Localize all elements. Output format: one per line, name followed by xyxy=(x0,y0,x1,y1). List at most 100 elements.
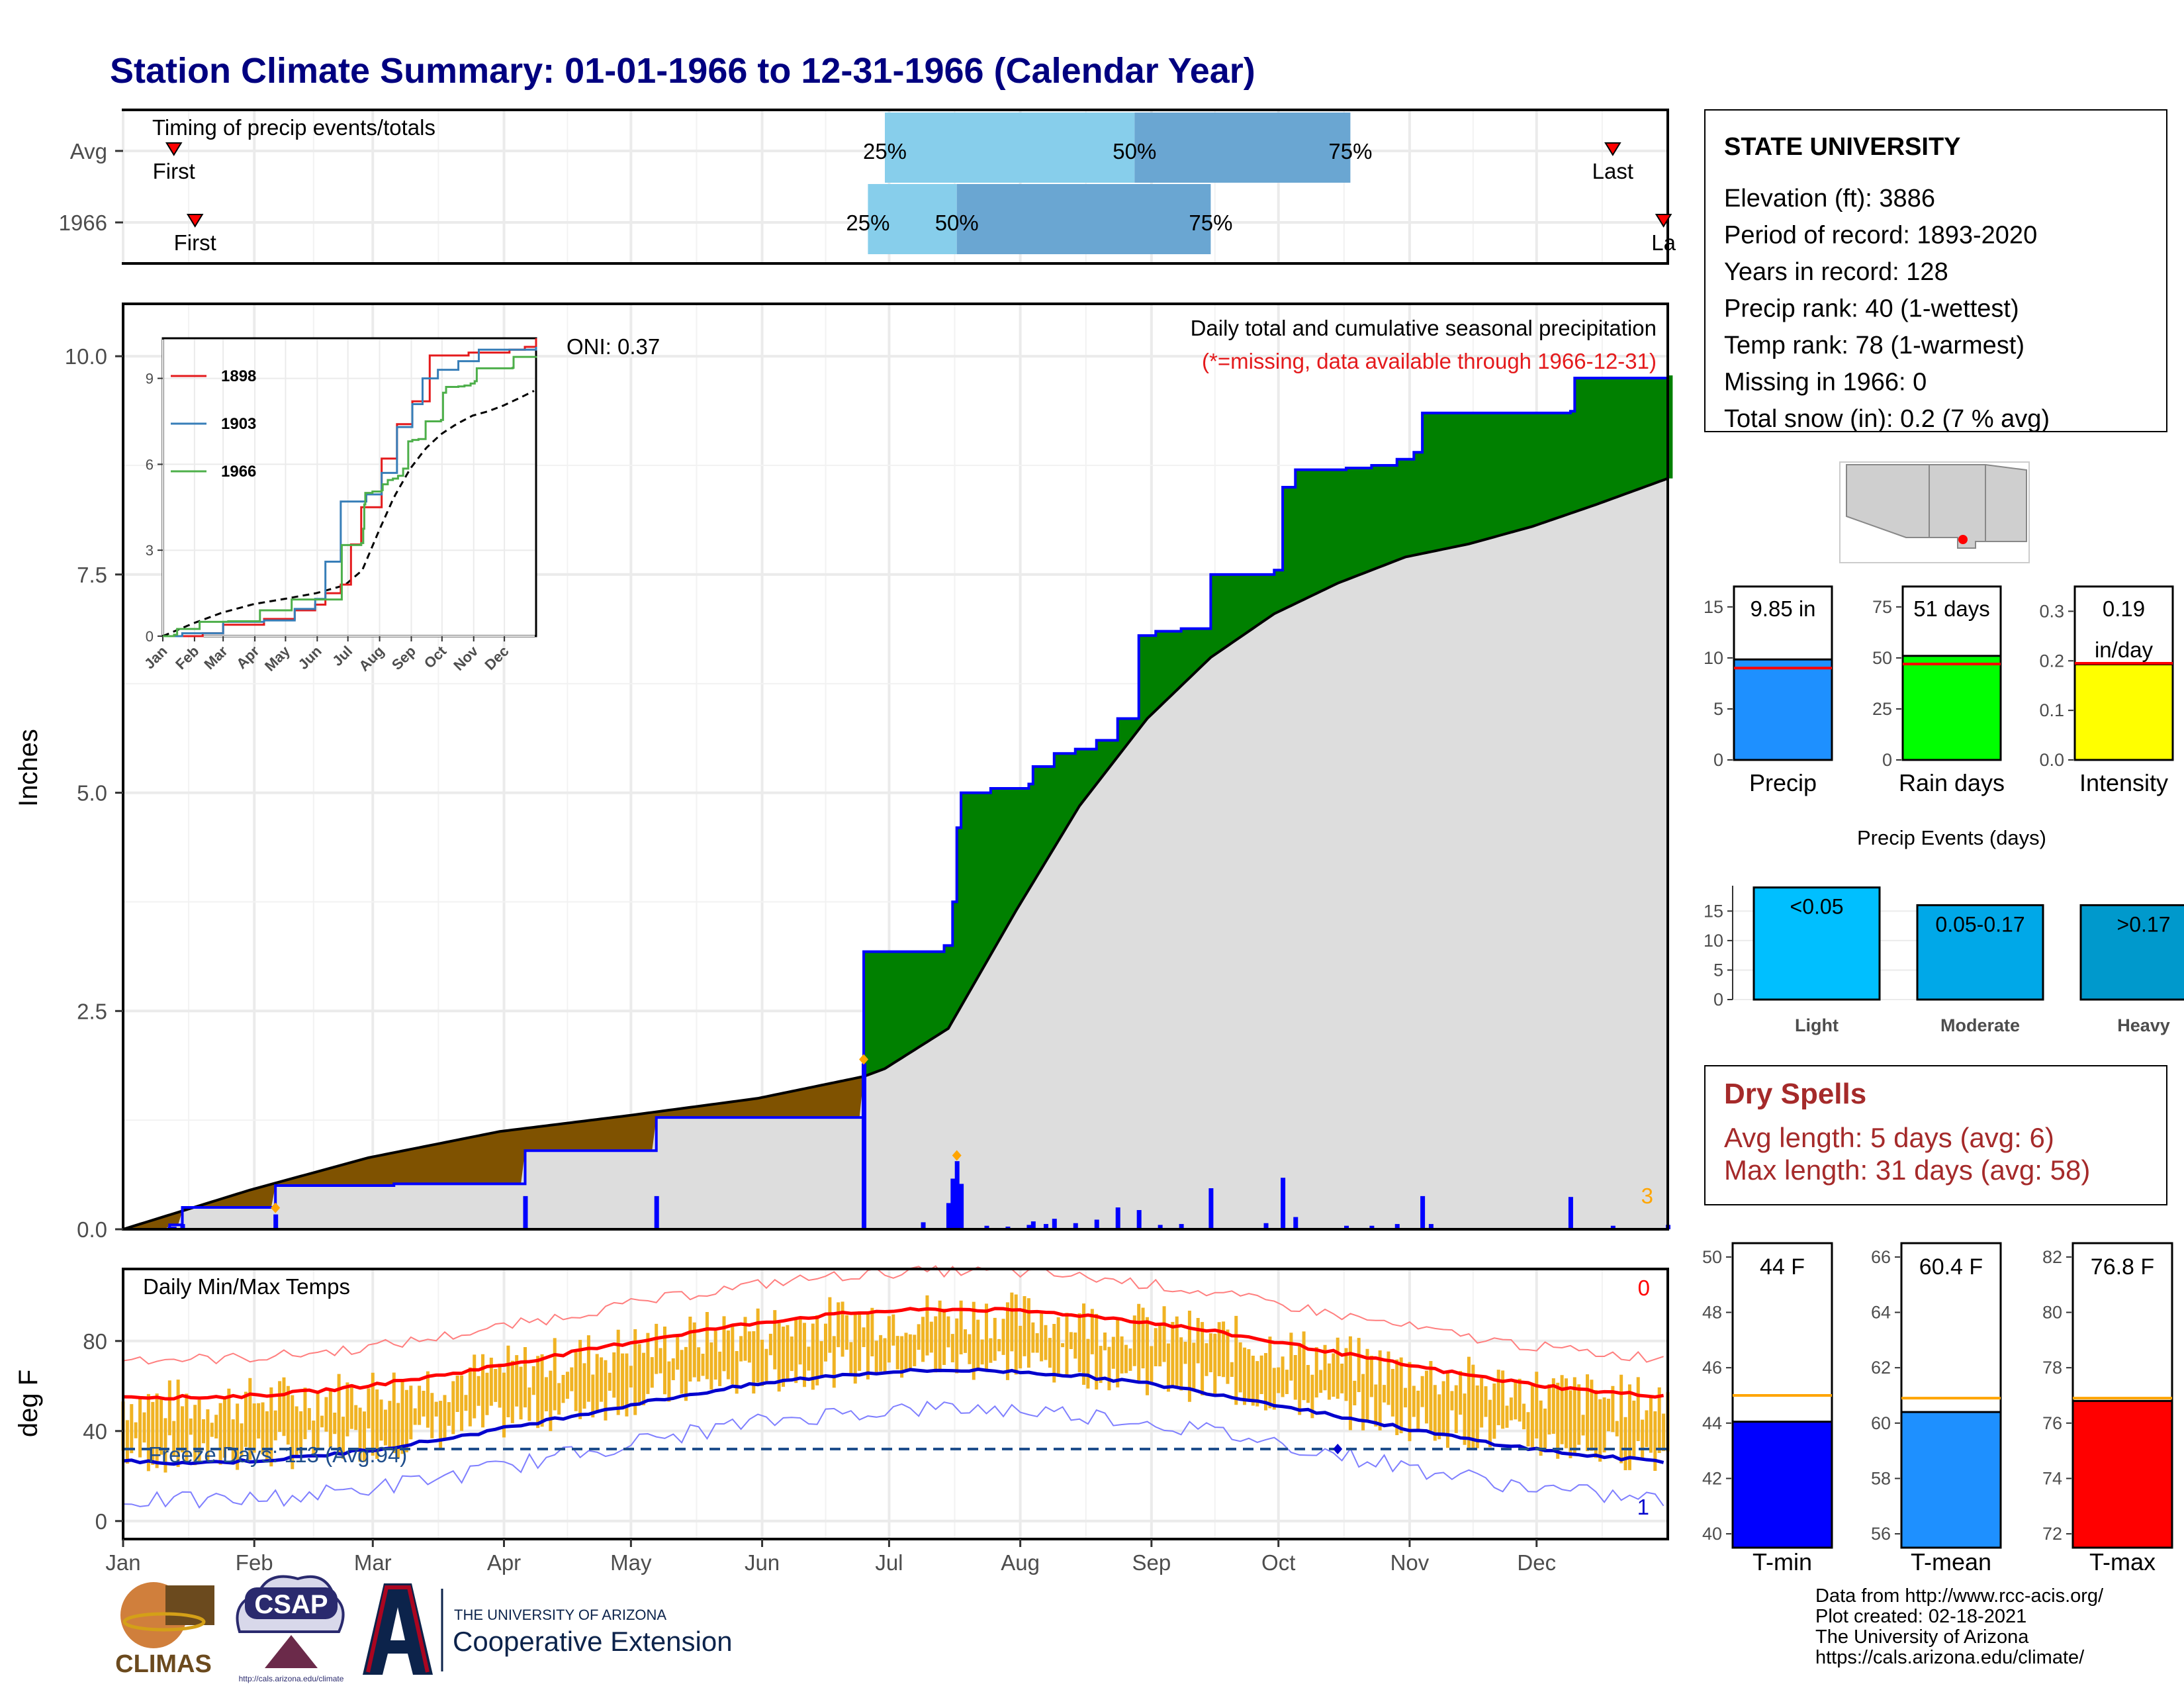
inset-series-1966 xyxy=(163,355,537,637)
climas-logo: CLIMAS xyxy=(115,1582,214,1678)
freeze-days-label: Freeze Days: 113 (Avg:94) xyxy=(148,1442,407,1467)
events-bar-label: <0.05 xyxy=(1790,895,1844,919)
temp-bar-ytick-label: 74 xyxy=(2042,1468,2062,1488)
precip-ylabel: Inches xyxy=(14,729,43,807)
record-min-line xyxy=(122,1400,1664,1509)
daily-precip-bar xyxy=(1344,1225,1349,1229)
timing-q25: 25% xyxy=(863,139,907,164)
mini-bar-intensity xyxy=(2073,663,2174,761)
mini-bar-ytick-label: 0.3 xyxy=(2039,601,2064,621)
daily-precip-bar xyxy=(1179,1224,1184,1229)
precip-base-area xyxy=(123,478,1668,1229)
temp-bar-ytick-label: 76 xyxy=(2042,1413,2062,1433)
timing-label: Timing of precip events/totals xyxy=(152,115,435,140)
timing-q25: 25% xyxy=(846,211,889,235)
mini-bar-ytick-label: 0.2 xyxy=(2039,651,2064,671)
month-label: Oct xyxy=(1261,1550,1295,1575)
timing-q75: 75% xyxy=(1328,139,1372,164)
mini-bar-ytick-label: 0.1 xyxy=(2039,700,2064,720)
temp-ylabel: deg F xyxy=(14,1370,43,1437)
timing-first-marker xyxy=(165,142,183,156)
mini-bar-ytick-label: 0 xyxy=(1713,750,1723,770)
timing-box-lower xyxy=(885,113,1135,183)
mini-bar-ytick-label: 75 xyxy=(1872,597,1892,617)
month-label: May xyxy=(610,1550,652,1575)
events-ytick-label: 0 xyxy=(1713,990,1723,1009)
daily-precip-bar xyxy=(523,1196,528,1229)
daily-precip-bar xyxy=(1394,1224,1400,1229)
month-label: Apr xyxy=(487,1550,521,1575)
timing-last-label: La xyxy=(1651,230,1676,255)
station-name: STATE UNIVERSITY xyxy=(1724,133,1961,161)
first-freeze-marker xyxy=(1333,1444,1343,1454)
inset-series-1903 xyxy=(163,346,537,637)
temp-bar-ytick-label: 58 xyxy=(1871,1468,1891,1488)
dry-spells-box: Dry Spells Avg length: 5 days (avg: 6) M… xyxy=(1704,1065,2167,1205)
month-label: Sep xyxy=(1132,1550,1171,1575)
daily-precip-bar xyxy=(273,1214,279,1229)
mini-bar-value-label: 9.85 in xyxy=(1750,596,1815,621)
mini-bar-xlabel: Rain days xyxy=(1899,769,2005,796)
precip-1966-cumulative-line xyxy=(123,375,1669,1231)
daily-precip-bar xyxy=(950,1178,956,1229)
precip-ytick-label: 10.0 xyxy=(65,344,107,369)
daily-precip-bar xyxy=(1568,1197,1573,1229)
dry-spells-avg: Avg length: 5 days (avg: 6) xyxy=(1724,1122,2054,1153)
inset-legend-label: 1898 xyxy=(221,367,256,385)
daily-precip-bar xyxy=(1115,1207,1120,1229)
events-xlabel: Moderate xyxy=(1940,1015,2020,1035)
daily-precip-bar xyxy=(1428,1224,1433,1229)
main-title: Station Climate Summary: 01-01-1966 to 1… xyxy=(110,51,1255,91)
timing-box-lower xyxy=(868,184,957,254)
month-label: Nov xyxy=(1390,1550,1430,1575)
timing-q75: 75% xyxy=(1189,211,1232,235)
daily-precip-bar xyxy=(1073,1223,1078,1229)
timing-first-label: First xyxy=(153,159,195,183)
events-ytick-label: 5 xyxy=(1713,960,1723,980)
avg-min-temp-line xyxy=(122,1367,1664,1466)
csap-text: CSAP xyxy=(254,1590,328,1619)
mini-bar-ytick-label: 0.0 xyxy=(2039,750,2064,770)
temp-bar-xlabel: T-mean xyxy=(1911,1548,1991,1575)
precip-ytick-label: 2.5 xyxy=(77,999,107,1023)
daily-precip-bar xyxy=(1263,1223,1269,1229)
mini-bar-xlabel: Intensity xyxy=(2079,769,2168,796)
locator-map xyxy=(1839,461,2030,563)
temp-bar-ytick-label: 78 xyxy=(2042,1358,2062,1378)
precip-label-2: (*=missing, data available through 1966-… xyxy=(1202,349,1657,373)
ua-big-text: Cooperative Extension xyxy=(453,1626,733,1657)
temp-bar-ytick-label: 40 xyxy=(1702,1524,1722,1544)
daily-precip-bar xyxy=(921,1222,926,1229)
daily-precip-bar xyxy=(1052,1219,1057,1229)
timing-last-marker xyxy=(1604,142,1621,156)
events-bar-light xyxy=(1752,886,1881,1001)
daily-precip-bar xyxy=(1094,1219,1099,1229)
dry-spells-title: Dry Spells xyxy=(1724,1078,1866,1110)
precip-panel: Daily total and cumulative seasonal prec… xyxy=(14,303,1673,1242)
daily-precip-bar xyxy=(180,1224,185,1229)
csap-logo: CSAP http://cals.arizona.edu/climate xyxy=(236,1575,345,1683)
daily-precip-bar xyxy=(654,1196,659,1229)
daily-precip-bar xyxy=(1281,1178,1286,1229)
timing-q50: 50% xyxy=(935,211,979,235)
month-label: Aug xyxy=(1001,1550,1040,1575)
oni-label: ONI: 0.37 xyxy=(567,334,660,359)
temp-bar-ytick-label: 50 xyxy=(1702,1247,1722,1267)
temp-bar-value-label: 60.4 F xyxy=(1919,1254,1983,1280)
month-label: Jan xyxy=(105,1550,140,1575)
ua-logo: THE UNIVERSITY OF ARIZONA Cooperative Ex… xyxy=(363,1583,733,1675)
precip-surplus-area xyxy=(181,375,1673,1211)
month-label: Mar xyxy=(354,1550,392,1575)
temp-bar-ytick-label: 64 xyxy=(1871,1303,1891,1323)
avg-max-temp-line xyxy=(122,1307,1664,1401)
temp-bar-ytick-label: 82 xyxy=(2042,1247,2062,1267)
climas-text: CLIMAS xyxy=(115,1650,212,1678)
temp-bar-ytick-label: 48 xyxy=(1702,1303,1722,1323)
timing-q50: 50% xyxy=(1113,139,1156,164)
daily-precip-bar xyxy=(1030,1221,1036,1229)
temp-bar-xlabel: T-max xyxy=(2089,1548,2156,1575)
precip-ytick-label: 7.5 xyxy=(77,563,107,587)
temp-bar-ytick-label: 72 xyxy=(2042,1524,2062,1544)
timing-box-upper xyxy=(1134,113,1351,183)
